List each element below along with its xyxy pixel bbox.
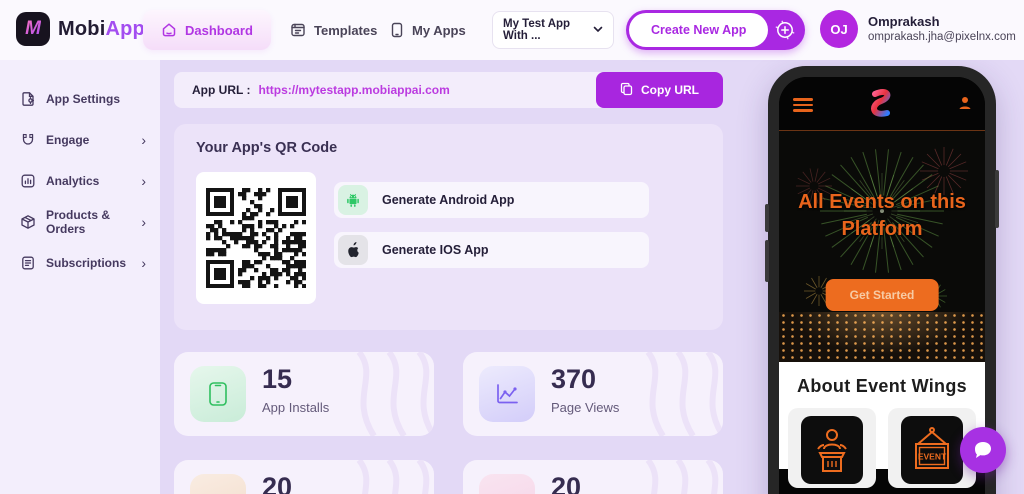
profile-icon[interactable]	[957, 95, 973, 116]
create-new-app-label: Create New App	[629, 13, 769, 47]
android-icon	[338, 185, 368, 215]
generate-android-label: Generate Android App	[382, 193, 515, 207]
app-url-link[interactable]: https://mytestapp.mobiappai.com	[258, 83, 450, 97]
sidebar-item-analytics[interactable]: Analytics ›	[0, 160, 160, 201]
stat-card-fourth: 20	[463, 460, 723, 494]
phone-mockup: All Events on this Platform Get Started …	[765, 66, 999, 494]
apple-icon	[338, 235, 368, 265]
stat-card-page-views: 370 Page Views	[463, 352, 723, 436]
top-header: M MobiAppAI Dashboard Templates My Apps …	[0, 0, 1024, 60]
nav-tab-label: My Apps	[412, 22, 466, 38]
sidebar-item-subscriptions[interactable]: Subscriptions ›	[0, 242, 160, 283]
analytics-icon	[20, 173, 36, 189]
app-url-bar: App URL : https://mytestapp.mobiappai.co…	[174, 72, 723, 108]
magnet-icon	[20, 132, 36, 148]
stat-label: Page Views	[551, 400, 620, 415]
line-chart-icon	[479, 366, 535, 422]
stat-card-app-installs: 15 App Installs	[174, 352, 434, 436]
stat-value: 20	[262, 472, 293, 494]
sidebar-item-engage[interactable]: Engage ›	[0, 119, 160, 160]
nav-tab-my-apps[interactable]: My Apps	[372, 10, 484, 50]
concert-image	[779, 312, 985, 362]
hamburger-menu-icon[interactable]	[793, 98, 813, 115]
chevron-right-icon: ›	[141, 172, 146, 189]
chat-bubble-icon	[975, 442, 991, 458]
speaker-podium-icon	[817, 429, 847, 472]
copy-icon	[620, 82, 633, 99]
sidebar-item-app-settings[interactable]: App Settings	[0, 78, 160, 119]
event-sign-icon: EVENT	[915, 427, 949, 469]
phone-side-button	[765, 204, 769, 232]
main-content: App URL : https://mytestapp.mobiappai.co…	[160, 60, 1024, 494]
svg-text:EVENT: EVENT	[918, 452, 947, 462]
generate-ios-app-button[interactable]: Generate IOS App	[334, 232, 649, 268]
card-wave-decoration	[645, 460, 719, 494]
chevron-right-icon: ›	[141, 213, 146, 230]
app-selector-dropdown[interactable]: My Test App With ...	[492, 11, 614, 49]
user-menu[interactable]: OJ Omprakash omprakash.jha@pixelnx.com	[820, 10, 1016, 48]
user-email: omprakash.jha@pixelnx.com	[868, 30, 1016, 43]
sidebar: App Settings Engage › Analytics › Produc…	[0, 60, 160, 494]
hero-title: All Events on this Platform	[798, 191, 966, 240]
qr-section-title: Your App's QR Code	[196, 140, 338, 156]
app-preview-navbar	[779, 77, 985, 131]
chevron-right-icon: ›	[141, 254, 146, 271]
templates-icon	[290, 22, 306, 38]
stat-card-third: 20	[174, 460, 434, 494]
app-preview-about-section: About Event Wings	[779, 362, 985, 488]
chevron-down-icon	[593, 24, 603, 36]
app-settings-icon	[20, 91, 36, 107]
about-card-event-sign: EVENT	[888, 408, 976, 488]
mobile-icon	[390, 22, 404, 38]
mobile-install-icon	[190, 366, 246, 422]
subscriptions-icon	[20, 255, 36, 271]
get-started-button[interactable]: Get Started	[825, 279, 939, 311]
chevron-right-icon: ›	[141, 131, 146, 148]
qr-code-section: Your App's QR Code Generate Android App …	[174, 124, 723, 330]
chat-widget-button[interactable]	[960, 427, 1006, 473]
qr-code	[196, 172, 316, 304]
home-icon	[161, 22, 177, 38]
package-icon	[20, 214, 36, 230]
sidebar-item-label: Engage	[46, 132, 90, 147]
card-wave-decoration	[645, 352, 723, 436]
phone-screen: All Events on this Platform Get Started …	[779, 77, 985, 494]
user-avatar[interactable]: OJ	[820, 10, 858, 48]
sidebar-item-label: Products & Orders	[46, 207, 111, 236]
user-stat-icon	[190, 474, 246, 494]
app-url-label: App URL :	[192, 83, 251, 97]
share-stat-icon	[479, 474, 535, 494]
stat-value: 20	[551, 472, 582, 494]
app-selector-value: My Test App With ...	[503, 18, 571, 42]
sidebar-item-label: Analytics	[46, 173, 100, 188]
sidebar-item-products-orders[interactable]: Products & Orders ›	[0, 201, 160, 242]
brand-logo-icon: M	[16, 12, 50, 46]
phone-side-button	[765, 240, 769, 282]
create-new-app-button[interactable]: Create New App	[626, 10, 806, 50]
sidebar-item-label: Subscriptions	[46, 255, 127, 270]
nav-tab-templates[interactable]: Templates	[272, 10, 395, 50]
stat-value: 370	[551, 364, 597, 394]
nav-tab-label: Templates	[314, 22, 378, 38]
nav-tab-dashboard[interactable]: Dashboard	[143, 10, 271, 50]
copy-url-label: Copy URL	[641, 83, 699, 97]
generate-ios-label: Generate IOS App	[382, 243, 489, 257]
copy-url-button[interactable]: Copy URL	[596, 72, 723, 108]
card-wave-decoration	[356, 460, 430, 494]
user-name: Omprakash	[868, 13, 940, 29]
about-card-speaker	[788, 408, 876, 488]
generate-android-app-button[interactable]: Generate Android App	[334, 182, 649, 218]
sidebar-item-label: App Settings	[46, 91, 120, 106]
plus-circle-icon	[768, 13, 802, 47]
about-title: About Event Wings	[797, 376, 967, 396]
phone-side-button	[995, 170, 999, 228]
card-wave-decoration	[356, 352, 434, 436]
qr-canvas	[206, 188, 306, 288]
nav-tab-label: Dashboard	[185, 22, 253, 38]
stat-label: App Installs	[262, 400, 330, 415]
app-preview-hero: All Events on this Platform Get Started	[779, 131, 985, 362]
stat-value: 15	[262, 364, 293, 394]
app-preview-logo	[866, 87, 898, 126]
